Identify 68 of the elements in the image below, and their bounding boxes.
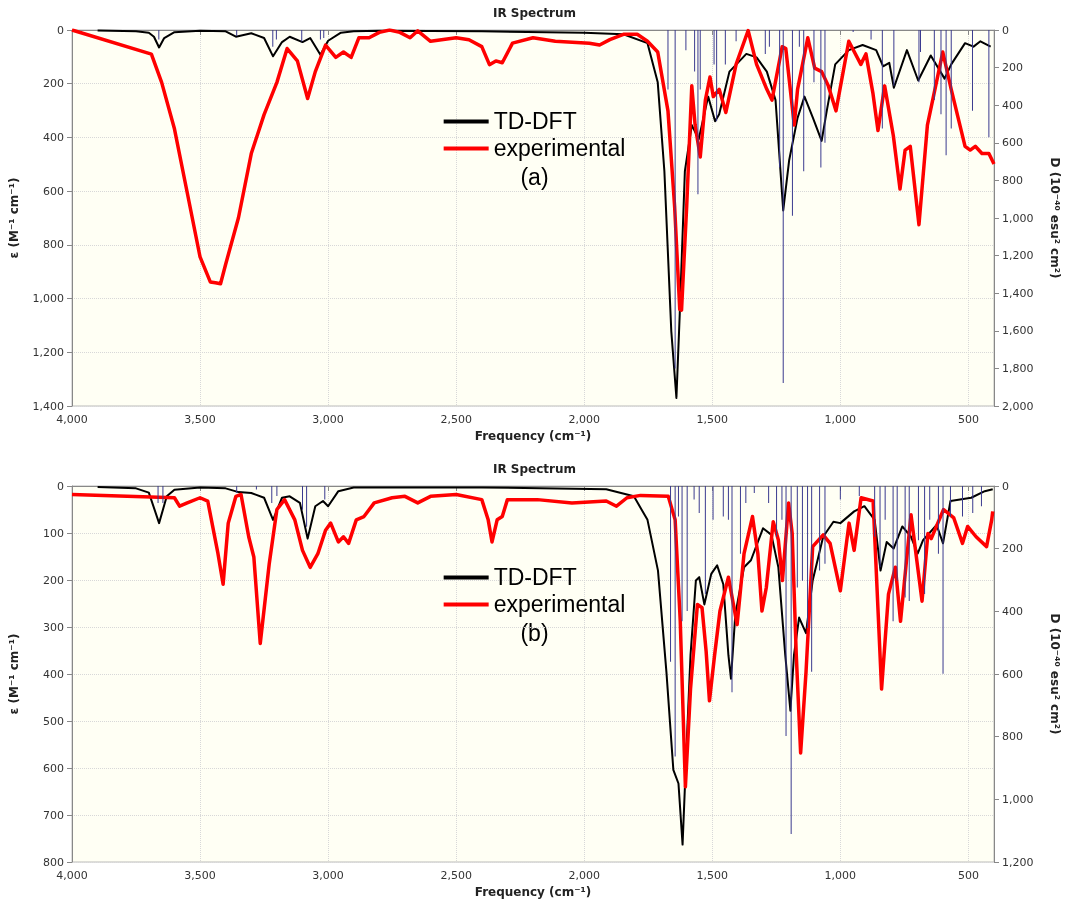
line-series: [96, 29, 992, 399]
y2-tick-label: 1,200: [1002, 249, 1034, 263]
y-tick-label: 1,000: [32, 292, 64, 306]
x-tick-label: 500: [957, 869, 979, 882]
x-tick-label: 2,500: [440, 869, 472, 882]
y-tick-label: 1,400: [32, 399, 64, 413]
y-tick-label: 200: [43, 77, 64, 91]
y-tick-label: 600: [43, 184, 64, 198]
y-tick-label: 1,200: [32, 345, 64, 359]
x-tick-label: 2,500: [440, 413, 472, 426]
x-axis-title: Frequency (cm⁻¹): [474, 885, 592, 899]
y-tick-label: 800: [43, 855, 64, 869]
y-tick-label: 300: [43, 620, 64, 634]
y-tick-label: 800: [43, 238, 64, 252]
legend-label: experimental: [493, 591, 626, 618]
y-tick-label: 200: [43, 573, 64, 587]
y2-tick-label: 800: [1002, 173, 1023, 187]
y-tick-label: 600: [43, 761, 64, 775]
y2-tick-label: 0: [1002, 23, 1009, 37]
x-tick-label: 3,000: [312, 869, 344, 882]
y-axis-title: ε (M⁻¹ cm⁻¹): [7, 177, 21, 259]
y2-axis-title: D (10⁻⁴⁰ esu² cm²): [1048, 157, 1062, 279]
annotation: (b): [520, 619, 549, 646]
x-tick-label: 1,000: [824, 869, 857, 882]
y-tick-label: 0: [57, 23, 64, 37]
x-axis-title: Frequency (cm⁻¹): [474, 429, 592, 443]
y2-tick-label: 1,600: [1002, 324, 1034, 338]
x-tick-label: 3,500: [184, 869, 216, 882]
line-series: [96, 485, 994, 846]
y2-tick-label: 200: [1002, 61, 1023, 75]
x-tick-label: 4,000: [56, 413, 88, 426]
x-tick-label: 1,500: [696, 869, 729, 882]
y2-tick-label: 1,400: [1002, 286, 1034, 300]
x-tick-label: 4,000: [56, 869, 88, 882]
x-tick-label: 1,000: [824, 413, 857, 426]
y2-tick-label: 1,000: [1002, 792, 1034, 806]
y2-tick-label: 400: [1002, 604, 1023, 618]
annotation: (a): [520, 163, 549, 190]
x-tick-label: 3,500: [184, 413, 216, 426]
y2-tick-label: 200: [1002, 542, 1023, 556]
y-tick-label: 500: [43, 714, 64, 728]
y-tick-label: 100: [43, 526, 64, 540]
line-series: [70, 492, 995, 789]
legend-label: TD-DFT: [493, 108, 577, 135]
y2-tick-label: 1,800: [1002, 361, 1034, 375]
y2-tick-label: 2,000: [1002, 399, 1034, 413]
y2-tick-label: 1,000: [1002, 211, 1034, 225]
x-tick-label: 1,500: [696, 413, 729, 426]
y-tick-label: 400: [43, 667, 64, 681]
legend-label: TD-DFT: [493, 564, 577, 591]
x-tick-label: 500: [957, 413, 979, 426]
x-tick-label: 2,000: [568, 413, 600, 426]
chart-title: IR Spectrum: [492, 6, 577, 20]
y2-tick-label: 0: [1002, 479, 1009, 493]
y2-tick-label: 600: [1002, 136, 1023, 150]
y2-axis-title: D (10⁻⁴⁰ esu² cm²): [1048, 613, 1062, 735]
y2-tick-label: 800: [1002, 730, 1023, 744]
y2-tick-label: 1,200: [1002, 855, 1034, 869]
y-axis-title: ε (M⁻¹ cm⁻¹): [7, 633, 21, 715]
y2-tick-label: 600: [1002, 667, 1023, 681]
legend-label: experimental: [493, 135, 626, 162]
x-tick-label: 3,000: [312, 413, 344, 426]
y-tick-label: 0: [57, 479, 64, 493]
y2-tick-label: 400: [1002, 98, 1023, 112]
chart-title: IR Spectrum: [492, 462, 577, 476]
x-tick-label: 2,000: [568, 869, 600, 882]
y-tick-label: 400: [43, 130, 64, 144]
y-tick-label: 700: [43, 808, 64, 822]
